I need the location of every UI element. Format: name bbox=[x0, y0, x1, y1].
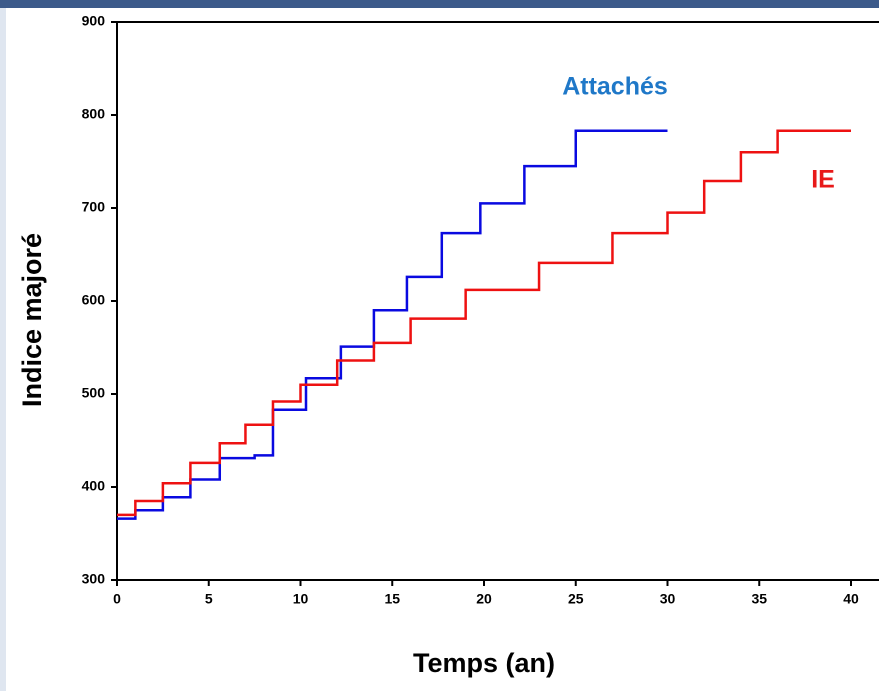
y-tick-label: 300 bbox=[82, 571, 106, 587]
step-line bbox=[117, 129, 668, 520]
y-tick-label: 900 bbox=[82, 13, 106, 29]
slide-side-strip bbox=[0, 8, 6, 691]
x-tick-label: 0 bbox=[113, 591, 121, 607]
x-tick-label: 15 bbox=[384, 591, 400, 607]
x-tick-label: 35 bbox=[751, 591, 767, 607]
y-tick-label: 600 bbox=[82, 292, 106, 308]
y-tick-label: 500 bbox=[82, 385, 106, 401]
x-tick-label: 30 bbox=[660, 591, 676, 607]
x-tick-label: 40 bbox=[843, 591, 859, 607]
x-tick-label: 5 bbox=[205, 591, 213, 607]
x-tick-label: 20 bbox=[476, 591, 492, 607]
step-line bbox=[117, 129, 851, 517]
y-tick-label: 700 bbox=[82, 199, 106, 215]
legend-label: Attachés bbox=[562, 73, 668, 101]
y-tick-label: 800 bbox=[82, 106, 106, 122]
x-tick-label: 10 bbox=[293, 591, 309, 607]
x-axis-title: Temps (an) bbox=[413, 648, 555, 678]
y-tick-label: 400 bbox=[82, 478, 106, 494]
legend-label: IE bbox=[811, 166, 835, 194]
x-tick-label: 25 bbox=[568, 591, 584, 607]
slide-header-bar bbox=[0, 0, 879, 8]
y-axis-title: Indice majoré bbox=[17, 233, 47, 407]
